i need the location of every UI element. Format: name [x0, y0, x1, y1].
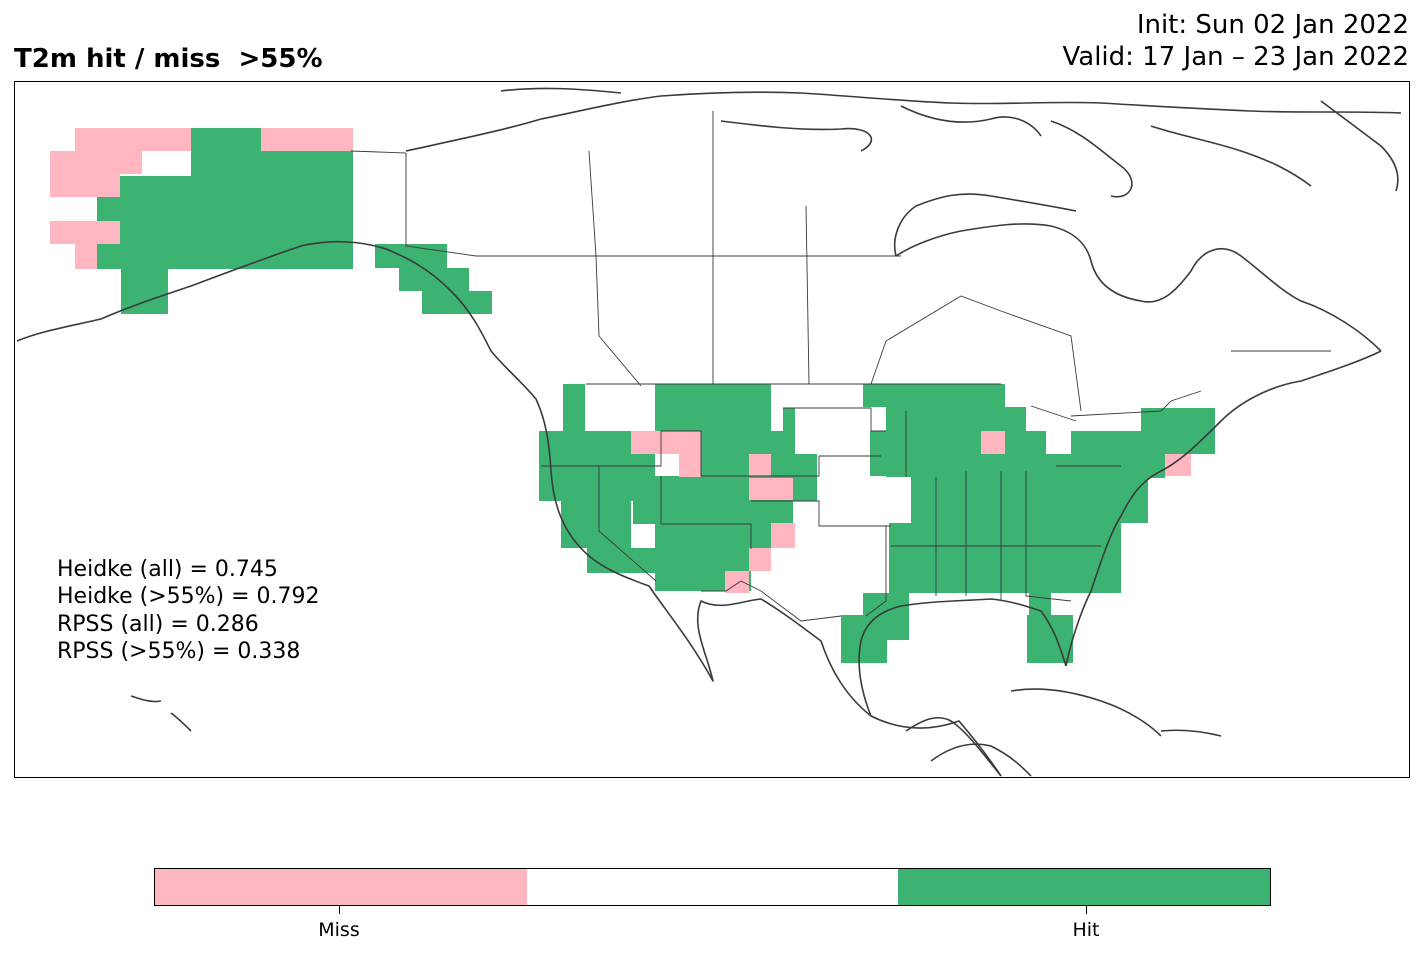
- hit-cell: [1071, 431, 1117, 454]
- hit-cell: [655, 384, 771, 431]
- skill-scores: Heidke (all) = 0.745 Heidke (>55%) = 0.7…: [57, 556, 320, 665]
- colorbar-neutral-segment: [526, 869, 899, 905]
- political-border: [783, 407, 886, 432]
- hit-cell: [563, 384, 585, 431]
- political-border: [598, 466, 657, 582]
- coastline: [894, 193, 1077, 257]
- coastline: [900, 105, 1042, 137]
- coastline: [1065, 350, 1382, 667]
- coastline: [130, 695, 192, 732]
- state-borders: [350, 111, 1331, 622]
- miss-cell: [981, 431, 1005, 454]
- miss-cell: [75, 128, 191, 151]
- political-border: [935, 471, 1002, 601]
- hit-cell: [870, 431, 890, 476]
- colorbar-tick-miss: [339, 906, 340, 914]
- coastline: [1050, 120, 1133, 198]
- hit-cell: [889, 523, 1121, 593]
- hit-cell: [121, 269, 168, 314]
- hit-cell: [863, 384, 1005, 407]
- coastline: [720, 120, 873, 152]
- miss-cell: [749, 478, 793, 500]
- map-panel[interactable]: [14, 81, 1410, 778]
- hit-cell: [633, 454, 655, 524]
- miss-cell: [749, 454, 771, 476]
- miss-cell: [75, 244, 97, 269]
- coastline: [1010, 688, 1162, 737]
- coastline: [1150, 125, 1312, 187]
- coastline: [858, 598, 1067, 717]
- colorbar-label-hit: Hit: [1072, 919, 1100, 941]
- coastlines: [16, 87, 1402, 777]
- miss-cell: [50, 221, 120, 244]
- miss-cell: [749, 548, 771, 571]
- political-border: [541, 430, 881, 477]
- miss-cell: [261, 128, 353, 151]
- heidke-all-score: Heidke (all) = 0.745: [57, 557, 278, 582]
- map-canvas: [16, 87, 1402, 777]
- hit-cell: [723, 548, 749, 571]
- hit-cell: [863, 615, 909, 640]
- hit-cell: [1165, 408, 1215, 454]
- rpss-55-score: RPSS (>55%) = 0.338: [57, 638, 301, 664]
- political-border: [1030, 405, 1077, 422]
- hit-cell: [1029, 476, 1051, 501]
- colorbar-hit-segment: [898, 869, 1271, 905]
- miss-cell: [50, 151, 142, 174]
- hit-cell: [1118, 478, 1148, 523]
- political-border: [660, 476, 752, 549]
- hit-cell: [191, 128, 353, 269]
- hit-cell: [1027, 615, 1073, 663]
- colorbar-miss-segment: [155, 869, 527, 905]
- political-border: [1070, 390, 1202, 417]
- hit-cell: [783, 408, 795, 431]
- coastline: [405, 91, 1402, 152]
- hit-cell: [587, 548, 655, 573]
- political-border: [865, 526, 887, 617]
- political-border: [701, 580, 842, 622]
- coastline: [895, 223, 1382, 352]
- map-title: T2m hit / miss >55%: [14, 44, 323, 74]
- miss-cell: [771, 523, 795, 548]
- rpss-all-score: RPSS (all) = 0.286: [57, 611, 259, 637]
- colorbar-tick-hit: [1086, 906, 1087, 914]
- miss-cell: [50, 174, 120, 197]
- miss-cell: [631, 431, 701, 454]
- political-border: [870, 295, 1082, 412]
- miss-cell: [1165, 454, 1191, 476]
- valid-period: Valid: 17 Jan – 23 Jan 2022: [1062, 42, 1410, 72]
- political-border: [588, 150, 642, 387]
- coastline: [905, 716, 1002, 777]
- coastline: [930, 743, 1032, 777]
- coastline: [500, 87, 622, 94]
- coastline: [16, 240, 1002, 777]
- heidke-55-score: Heidke (>55%) = 0.792: [57, 584, 320, 610]
- hit-cell: [1005, 454, 1121, 523]
- verification-cells: [50, 128, 1215, 663]
- hit-cell: [399, 268, 469, 291]
- political-border: [1025, 471, 1072, 602]
- miss-cell: [679, 454, 701, 477]
- political-border: [751, 500, 891, 527]
- coastline: [1320, 100, 1399, 192]
- colorbar-label-miss: Miss: [318, 919, 360, 941]
- init-date: Init: Sun 02 Jan 2022: [1136, 10, 1409, 40]
- political-border: [805, 205, 810, 385]
- political-border: [350, 150, 901, 257]
- hit-cell: [751, 501, 793, 523]
- coastline: [1160, 729, 1222, 737]
- hit-cell: [1026, 431, 1046, 454]
- hit-cell: [723, 523, 771, 548]
- hit-cell: [375, 244, 447, 268]
- hit-cell: [561, 501, 631, 548]
- colorbar: [154, 868, 1271, 906]
- hit-cell: [422, 291, 492, 314]
